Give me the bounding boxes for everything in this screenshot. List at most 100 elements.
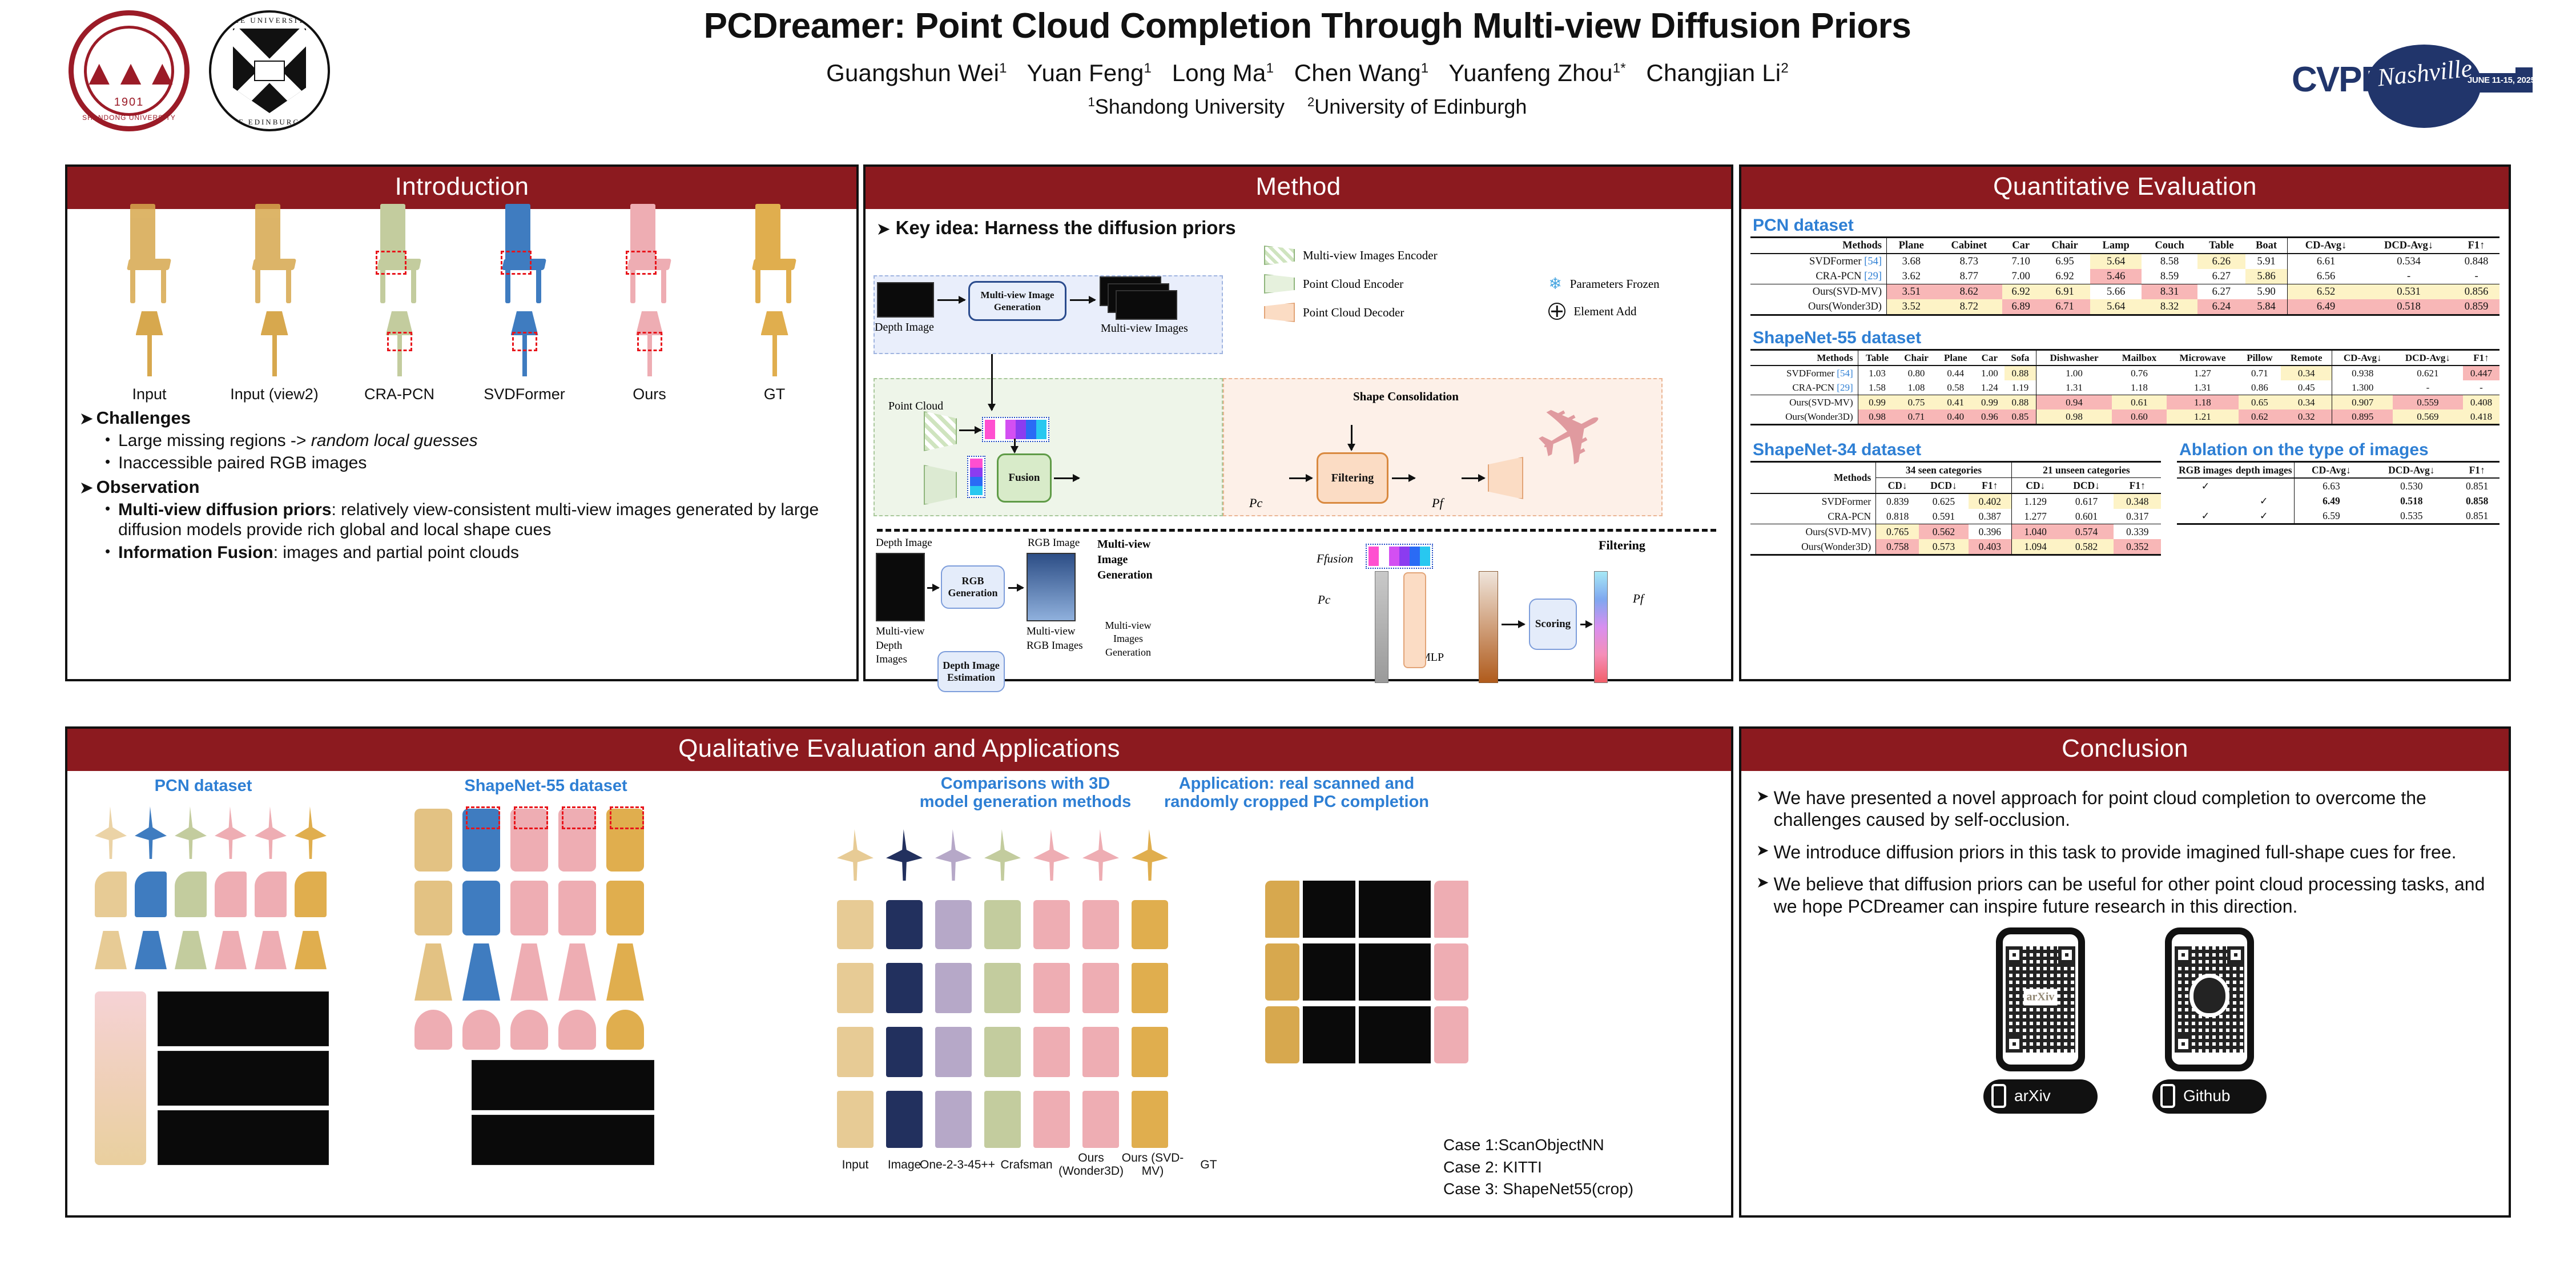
affiliation-0: 1Shandong University xyxy=(1088,95,1285,119)
github-qr-card[interactable]: Github xyxy=(2152,927,2267,1114)
cmp-row-0 xyxy=(837,829,1168,881)
gallery-label-0: Input xyxy=(132,385,167,403)
mountain-mark-icon: ▲▲▲ xyxy=(81,53,180,93)
mlp-label: MLP xyxy=(1420,651,1444,664)
highlight-box xyxy=(625,251,657,275)
arxiv-qr-code[interactable]: arXiv xyxy=(1996,927,2085,1071)
arrow-score-to-pf xyxy=(1580,620,1593,628)
challenge-item-1: • Inaccessible paired RGB images xyxy=(105,453,367,473)
introduction-gallery: Input Input (view2) xyxy=(75,204,848,403)
legend-row-0: Multi-view Images Encoder xyxy=(1264,246,1497,265)
author-4: Yuanfeng Zhou1* xyxy=(1448,59,1626,87)
fusion-box: Fusion xyxy=(997,453,1052,503)
gallery-col-4: Ours xyxy=(599,204,699,403)
pcn-depth-tiles xyxy=(158,1051,329,1106)
shapenet34-block: ShapeNet-34 dataset Methods 34 seen cate… xyxy=(1750,438,2162,556)
point-cloud-decoder-icon xyxy=(1488,457,1523,499)
legend-row-3: ❄ Parameters Frozen xyxy=(1548,275,1660,293)
arrow-filtering-out xyxy=(1392,474,1416,482)
github-qr-code[interactable] xyxy=(2165,927,2254,1071)
arxiv-button[interactable]: arXiv xyxy=(1983,1079,2098,1114)
introduction-panel: Introduction Input xyxy=(65,164,859,681)
cmp-label-2: One-2-3-45++ xyxy=(920,1158,995,1171)
case-item-2: Case 3: ShapeNet55(crop) xyxy=(1443,1180,1634,1198)
bullet-dot-icon: • xyxy=(105,453,111,471)
lamp-point-cloud xyxy=(252,311,297,380)
introduction-bullets: ➤ Challenges • Large missing regions -> … xyxy=(75,403,848,563)
gallery-label-5: GT xyxy=(763,385,786,403)
gallery-col-1: Input (view2) xyxy=(224,204,324,403)
table-row: ✓ 6.63 0.530 0.851 xyxy=(2177,478,2499,493)
pcn-depth-tiles xyxy=(158,1110,329,1165)
qualitative-gallery: PCN dataset ShapeNet-55 dataset Comparis… xyxy=(72,774,1726,1208)
method-panel: Method ➤ Key idea: Harness the diffusion… xyxy=(863,164,1733,692)
quantitative-body: PCN dataset Methods Plane Cabinet Car Ch… xyxy=(1741,209,2509,560)
table-row: Ours(Wonder3D) 0.98 0.71 0.40 0.96 0.85 … xyxy=(1750,409,2499,425)
affiliation-1: 2University of Edinburgh xyxy=(1307,95,1527,119)
arxiv-qr-card[interactable]: arXiv arXiv xyxy=(1983,927,2098,1114)
qr-code-group: arXiv arXiv xyxy=(1753,927,2497,1114)
table-row: ✓ 6.49 0.518 0.858 xyxy=(2177,493,2499,508)
github-button[interactable]: Github xyxy=(2152,1079,2267,1114)
qual-group-title-2: Comparisons with 3D model generation met… xyxy=(919,774,1132,812)
gallery-label-2: CRA-PCN xyxy=(364,385,434,403)
chevron-right-icon: ➤ xyxy=(1756,874,1769,891)
lamp-point-cloud xyxy=(502,311,548,380)
bl-depth-thumb xyxy=(876,553,925,621)
point-cloud-decoder-icon xyxy=(1264,303,1295,322)
bl-mv-depth-label: Multi-view Depth Images xyxy=(876,625,925,666)
bottom-tables-row: ShapeNet-34 dataset Methods 34 seen cate… xyxy=(1750,438,2499,556)
table-row: ✓ ✓ 6.59 0.535 0.851 xyxy=(2177,508,2499,524)
arrow-fusion-to-pc xyxy=(1054,474,1080,482)
key-idea-heading: ➤ Key idea: Harness the diffusion priors xyxy=(877,217,1236,238)
logo-shield-ring xyxy=(211,13,328,129)
author-5: Changjian Li2 xyxy=(1646,59,1789,87)
book-icon xyxy=(254,61,285,81)
gallery-label-1: Input (view2) xyxy=(230,385,319,403)
qual-group-title-1: ShapeNet-55 dataset xyxy=(464,777,627,795)
pcn-row-sofas xyxy=(95,872,327,917)
arrow-depth-to-rgbgen xyxy=(927,584,940,592)
highlight-box xyxy=(637,332,662,351)
highlight-box xyxy=(387,332,412,351)
method-title: Method xyxy=(866,167,1731,209)
conclusion-panel: Conclusion ➤ We have presented a novel a… xyxy=(1739,726,2511,1218)
table-row: CRA-PCN [29] 3.62 8.77 7.00 6.92 5.46 8.… xyxy=(1750,269,2499,284)
lamp-point-cloud xyxy=(127,311,172,380)
cmp-row-3 xyxy=(837,1027,1168,1077)
shapenet55-heading: ShapeNet-55 dataset xyxy=(1753,328,1922,347)
sn55-row-1 xyxy=(414,881,644,935)
depth-estimation-box: Depth Image Estimation xyxy=(937,651,1005,692)
legend-row-4: Element Add xyxy=(1548,303,1715,320)
case-item-0: Case 1:ScanObjectNN xyxy=(1443,1136,1604,1154)
f-fusion-label: Ffusion xyxy=(1317,552,1354,565)
checkmark-icon xyxy=(2234,478,2294,493)
phone-icon xyxy=(1991,1083,2006,1108)
fusion-feature-strip xyxy=(1366,544,1433,569)
pcn-left-column-objects xyxy=(95,991,146,1165)
highlight-box xyxy=(500,251,532,275)
chevron-right-icon: ➤ xyxy=(80,479,93,496)
author-list: Guangshun Wei1 Yuan Feng1 Long Ma1 Chen … xyxy=(400,59,2215,87)
bl-depth-image-label: Depth Image xyxy=(876,537,932,549)
qual-group-title-3: Application: real scanned and randomly c… xyxy=(1164,774,1430,812)
observation-heading: ➤ Observation xyxy=(80,476,200,497)
conclusion-item-0: ➤ We have presented a novel approach for… xyxy=(1756,788,2426,830)
pf-symbol-label: Pf xyxy=(1432,496,1443,510)
table-row: Ours(Wonder3D) 3.52 8.72 6.89 6.71 5.64 … xyxy=(1750,299,2499,315)
br-title: Filtering xyxy=(1599,538,1645,552)
qualitative-title: Qualitative Evaluation and Applications xyxy=(67,729,1731,771)
snowflake-icon: ❄ xyxy=(1548,275,1562,293)
mv-images-encoder-icon xyxy=(1264,246,1295,265)
table-row: Ours(SVD-MV) 0.765 0.562 0.396 1.040 0.5… xyxy=(1750,524,2161,539)
arrow-encoder-to-features xyxy=(959,426,982,434)
qual-group-title-0: PCN dataset xyxy=(154,777,252,795)
logo-name: SHANDONG UNIVERSITY xyxy=(82,114,176,122)
sn55-depth-tiles xyxy=(472,1060,654,1110)
method-body: ➤ Key idea: Harness the diffusion priors… xyxy=(866,209,1731,692)
arrow-to-mvimages xyxy=(1070,296,1096,304)
chevron-right-icon: ➤ xyxy=(1756,788,1769,805)
filtering-box: Filtering xyxy=(1317,452,1388,504)
guitar-head-icon xyxy=(2515,67,2533,93)
mv-images-label: Multi-view Images xyxy=(1101,322,1188,335)
